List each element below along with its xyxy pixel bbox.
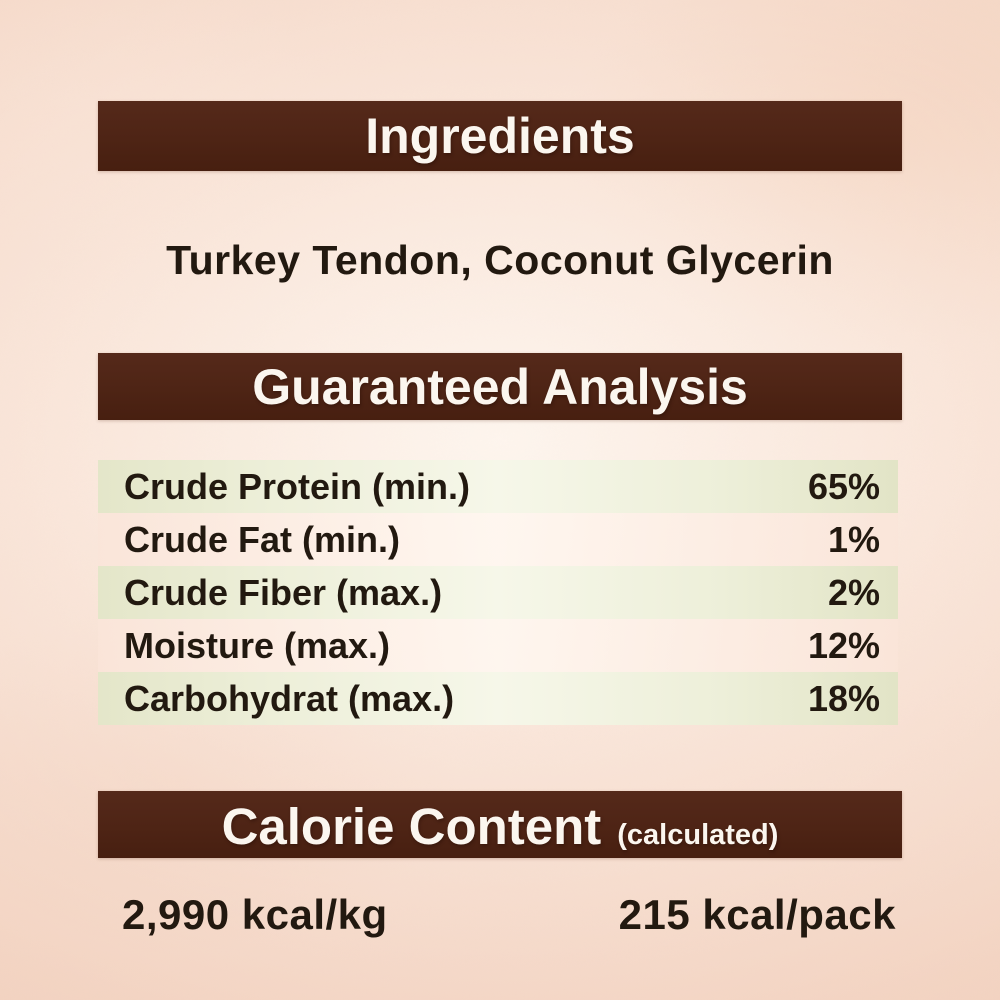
calorie-content-subtitle: (calculated) xyxy=(617,819,779,851)
calorie-per-pack: 215 kcal/pack xyxy=(618,891,896,938)
calorie-content-header-bar: Calorie Content (calculated) xyxy=(98,791,902,858)
row-label: Carbohydrat (max.) xyxy=(124,677,455,719)
ingredients-header-bar: Ingredients xyxy=(98,101,902,171)
table-row-crude-fat: Crude Fat (min.) 1% xyxy=(98,513,898,566)
calorie-values-row: 2,990 kcal/kg 215 kcal/pack xyxy=(98,891,902,939)
ingredients-list-text: Turkey Tendon, Coconut Glycerin xyxy=(166,237,834,283)
table-row-crude-protein: Crude Protein (min.) 65% xyxy=(98,460,898,513)
row-value: 2% xyxy=(827,571,880,613)
row-value: 18% xyxy=(807,677,880,719)
guaranteed-analysis-title: Guaranteed Analysis xyxy=(252,358,748,415)
row-label: Moisture (max.) xyxy=(124,624,391,666)
row-value: 12% xyxy=(807,624,880,666)
calorie-content-title: Calorie Content xyxy=(221,798,602,855)
row-label: Crude Fat (min.) xyxy=(124,518,400,560)
ingredients-title: Ingredients xyxy=(365,108,635,164)
row-value: 65% xyxy=(807,465,880,507)
row-label: Crude Protein (min.) xyxy=(124,465,471,507)
table-row-moisture: Moisture (max.) 12% xyxy=(98,619,898,672)
table-row-carbohydrate: Carbohydrat (max.) 18% xyxy=(98,672,898,725)
row-label: Crude Fiber (max.) xyxy=(124,571,443,613)
table-row-crude-fiber: Crude Fiber (max.) 2% xyxy=(98,566,898,619)
calorie-per-kg: 2,990 kcal/kg xyxy=(122,891,388,938)
row-value: 1% xyxy=(827,518,880,560)
guaranteed-analysis-table: Crude Protein (min.) 65% Crude Fat (min.… xyxy=(98,460,898,725)
guaranteed-analysis-header-bar: Guaranteed Analysis xyxy=(98,353,902,420)
